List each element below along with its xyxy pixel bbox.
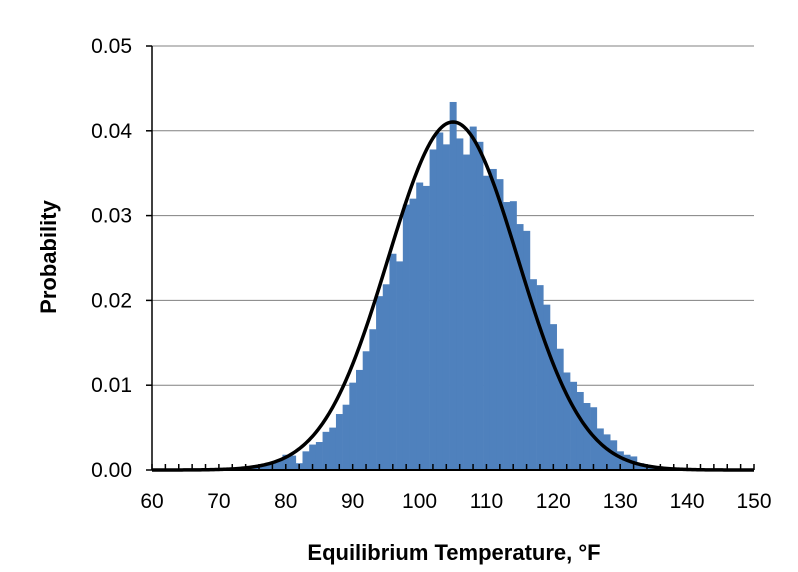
histogram-bar [543,304,551,470]
x-tick-label: 100 [402,490,437,513]
y-tick-labels: 0.00 0.01 0.02 0.03 0.04 0.05 [91,35,132,482]
histogram-bar [429,149,437,470]
x-tick-label: 140 [670,490,705,513]
histogram-bar [436,132,444,470]
histogram-bar [636,463,644,470]
histogram-bar [503,202,511,471]
histogram-bar [489,168,497,470]
x-tick-label: 150 [736,490,771,513]
histogram-bar [342,404,350,470]
histogram-bar [416,182,424,470]
x-tick-label: 120 [536,490,571,513]
histogram-bars [228,101,691,471]
x-tick-label: 80 [274,490,297,513]
histogram-bar [289,455,297,470]
x-tick-label: 60 [140,490,163,513]
histogram-bar [315,442,323,470]
y-tick-label: 0.01 [91,374,132,397]
x-tick-label: 130 [603,490,638,513]
x-tick-label: 70 [207,490,230,513]
histogram-bar [549,324,557,470]
histogram-bar [596,428,604,470]
histogram-bar [329,427,337,470]
histogram-bar [349,382,357,470]
histogram-bar [483,175,491,470]
histogram-bar [616,451,624,470]
histogram-bar [396,261,404,470]
histogram-bar [469,126,477,470]
x-tick-label: 110 [470,490,503,513]
histogram-bar [302,451,310,470]
histogram-bar [409,198,417,470]
y-tick-label: 0.03 [91,205,132,228]
histogram-bar [603,434,611,470]
histogram-bar [556,348,564,470]
y-axis-title: Probability [36,199,61,313]
histogram-bar [335,414,343,470]
histogram-bar [369,329,377,470]
histogram-bar [583,403,591,470]
histogram-bar [536,285,544,470]
histogram-bar [509,201,517,470]
histogram-bar [262,464,270,470]
histogram-bar [563,372,571,470]
histogram-bar [623,454,631,470]
histogram-bar [442,144,450,471]
histogram-bar [422,185,430,471]
normal-fit-curve [151,120,755,472]
histogram-bar [309,444,317,470]
y-tick-label: 0.04 [91,120,132,143]
histogram-bar [576,391,584,470]
histogram-bar [449,101,457,470]
histogram-bar [389,253,397,470]
x-tick-label: 90 [341,490,364,513]
histogram-bar [282,454,290,470]
histogram-bar [463,154,471,470]
histogram-bar [402,204,410,471]
histogram-bar [523,230,531,470]
histogram-bar [496,179,504,471]
histogram-bar [362,351,370,470]
histogram-bar [456,138,464,470]
histogram-bar [516,224,524,470]
histogram-bar [529,279,537,470]
histogram-bar [382,284,390,470]
histogram-bar [570,381,578,470]
histogram-bar [476,141,484,470]
histogram-bar [322,431,330,470]
histogram-bar [376,296,384,470]
axes [146,45,755,471]
y-tick-label: 0.00 [91,459,132,482]
x-tick-labels: 60 70 80 90 100 110 120 130 140 150 [140,490,771,513]
histogram-bar [275,459,283,470]
histogram-bar [356,369,363,470]
x-axis-title: Equilibrium Temperature, °F [307,540,600,565]
y-tick-label: 0.05 [91,35,132,58]
y-tick-label: 0.02 [91,289,132,312]
